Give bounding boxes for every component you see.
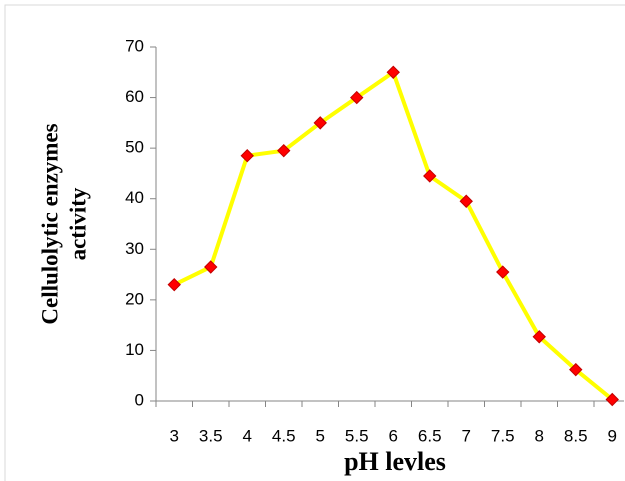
data-point — [459, 194, 473, 208]
data-point — [204, 260, 218, 274]
y-axis-title: activity — [65, 187, 90, 260]
data-line — [173, 70, 614, 402]
x-tick-label: 6 — [389, 426, 398, 445]
y-tick-label: 70 — [125, 36, 144, 55]
x-tick-label: 6.5 — [418, 426, 442, 445]
data-point — [532, 330, 546, 344]
y-tick-label: 30 — [125, 239, 144, 258]
y-tick-label: 40 — [125, 188, 144, 207]
data-point — [167, 277, 181, 292]
x-tick-label: 4.5 — [272, 426, 296, 445]
data-point — [313, 116, 327, 130]
data-point — [605, 392, 619, 407]
x-tick-label: 7 — [462, 426, 471, 445]
y-tick-label: 20 — [125, 289, 144, 308]
x-tick-label: 5.5 — [345, 426, 369, 445]
x-tick-label: 4 — [243, 426, 252, 445]
y-tick-label: 0 — [135, 390, 144, 409]
x-tick-label: 3 — [170, 426, 179, 445]
chart-frame — [4, 4, 625, 481]
y-tick-label: 50 — [125, 138, 144, 157]
x-tick-label: 5 — [316, 426, 325, 445]
data-point — [496, 265, 510, 279]
x-axis-title: pH levles — [344, 447, 446, 476]
y-tick-label: 60 — [125, 87, 144, 106]
data-point — [277, 143, 291, 158]
x-tick-label: 7.5 — [491, 426, 515, 445]
y-axis-title: Cellulolytic enzymes — [37, 123, 62, 324]
y-tick-label: 10 — [125, 340, 144, 359]
data-point — [240, 149, 254, 163]
data-point — [350, 90, 364, 105]
x-tick-label: 8.5 — [564, 426, 588, 445]
x-tick-label: 8 — [535, 426, 544, 445]
x-tick-label: 9 — [608, 426, 617, 445]
data-point — [386, 65, 400, 79]
data-point — [569, 362, 583, 377]
x-tick-label: 3.5 — [199, 426, 223, 445]
data-point — [423, 169, 437, 183]
